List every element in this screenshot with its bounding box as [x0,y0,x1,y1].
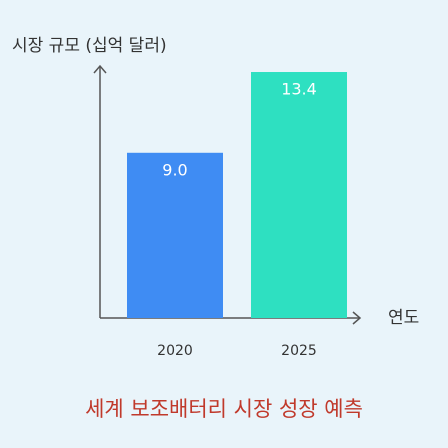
x-axis-arrow [352,311,362,325]
data-label: 9.0 [162,160,187,179]
x-tick-label: 2025 [281,343,317,359]
bar [127,152,223,318]
y-axis-label: 시장 규모 (십억 달러) [12,36,167,56]
y-axis-arrow [93,64,107,74]
x-tick-label: 2020 [157,343,193,359]
chart-title: 세계 보조배터리 시장 성장 예측 [85,397,363,421]
bar [251,72,347,318]
data-label: 13.4 [281,80,317,99]
x-axis-label: 연도 [388,308,419,328]
